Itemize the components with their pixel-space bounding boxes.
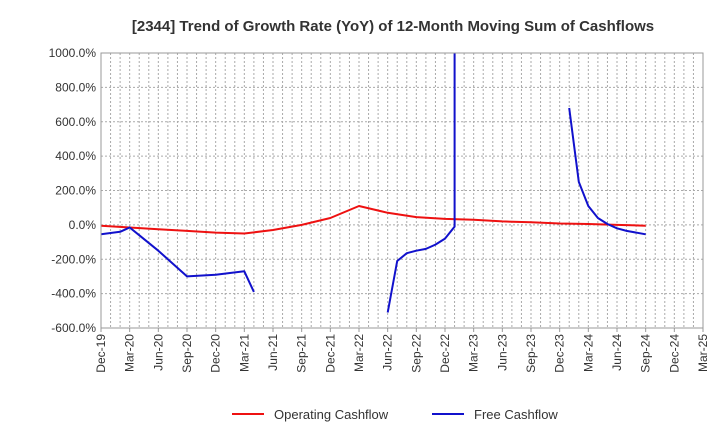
- y-tick-label: -400.0%: [51, 287, 96, 301]
- x-tick-label: Sep-23: [524, 334, 538, 373]
- x-tick-label: Sep-22: [409, 334, 423, 373]
- x-tick-label: Mar-21: [237, 334, 251, 372]
- y-tick-label: 600.0%: [55, 115, 96, 129]
- x-tick-label: Mar-24: [581, 334, 595, 372]
- y-tick-label: 200.0%: [55, 184, 96, 198]
- y-tick-label: 800.0%: [55, 80, 96, 94]
- series-line: [101, 205, 646, 235]
- x-axis-ticks: Dec-19 Mar-20 Jun-20 Sep-20 Dec-20 Mar-21 Jun-…: [94, 328, 710, 373]
- legend-label: Free Cashflow: [474, 407, 558, 422]
- y-tick-label: -200.0%: [51, 252, 96, 266]
- plot-frame: [100, 52, 704, 329]
- x-tick-label: Mar-25: [696, 334, 710, 372]
- x-tick-label: Dec-23: [553, 334, 567, 373]
- x-tick-label: Sep-20: [180, 334, 194, 373]
- x-tick-label: Jun-20: [151, 334, 165, 371]
- x-tick-label: Jun-21: [266, 334, 280, 371]
- legend: Operating Cashflow Free Cashflow: [232, 407, 558, 422]
- x-tick-label: Dec-21: [323, 334, 337, 373]
- y-tick-label: 0.0%: [69, 218, 97, 232]
- x-tick-label: Dec-20: [209, 334, 223, 373]
- x-tick-label: Mar-20: [123, 334, 137, 372]
- x-tick-label: Dec-22: [438, 334, 452, 373]
- x-tick-label: Dec-24: [667, 334, 681, 373]
- x-tick-label: Jun-24: [610, 334, 624, 371]
- series-operating-cashflow: [101, 205, 646, 235]
- x-tick-label: Dec-19: [94, 334, 108, 373]
- x-tick-label: Jun-23: [495, 334, 509, 371]
- grid: [101, 52, 703, 329]
- x-tick-label: Mar-23: [467, 334, 481, 372]
- y-tick-label: 1000.0%: [49, 46, 97, 60]
- series-line: [386, 53, 456, 313]
- x-tick-label: Mar-22: [352, 334, 366, 372]
- legend-item: Operating Cashflow: [232, 407, 389, 422]
- series-line: [568, 107, 646, 236]
- x-tick-label: Sep-24: [639, 334, 653, 373]
- x-tick-label: Jun-22: [381, 334, 395, 371]
- series-free-cashflow: [101, 53, 646, 313]
- chart-title: [2344] Trend of Growth Rate (YoY) of 12-…: [132, 18, 654, 35]
- y-axis-ticks: -600.0% -400.0% -200.0% 0.0% 200.0% 400.0% 600…: [49, 46, 97, 335]
- series-layer: [101, 53, 646, 313]
- y-tick-label: 400.0%: [55, 149, 96, 163]
- series-line: [101, 226, 255, 293]
- y-tick-label: -600.0%: [51, 321, 96, 335]
- x-tick-label: Sep-21: [295, 334, 309, 373]
- legend-label: Operating Cashflow: [274, 407, 389, 422]
- legend-item: Free Cashflow: [432, 407, 558, 422]
